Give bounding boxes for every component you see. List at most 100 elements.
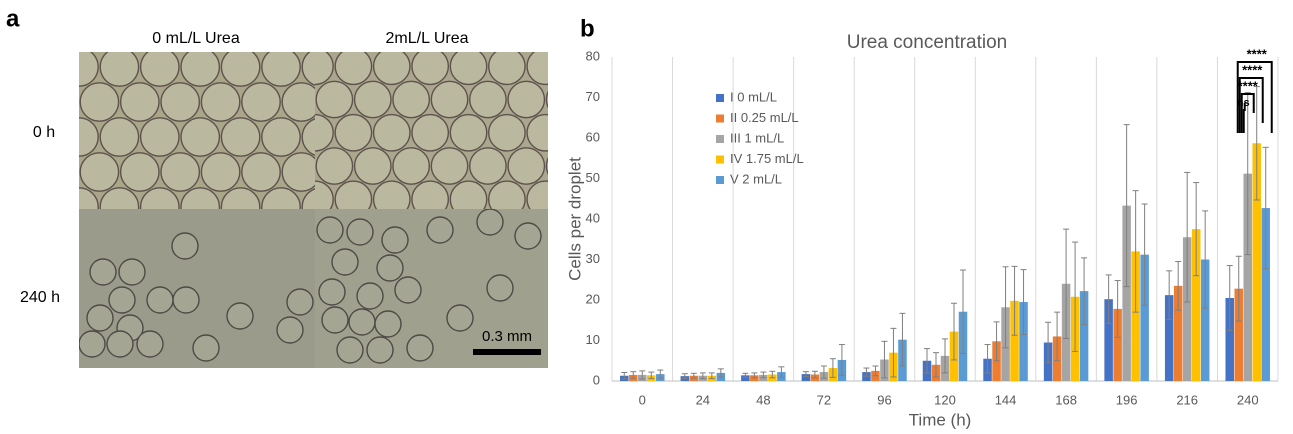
- droplet: [99, 187, 140, 209]
- droplet: [545, 157, 548, 175]
- droplet: [79, 117, 99, 157]
- row-label: 0 h: [33, 124, 55, 141]
- droplet: [430, 80, 469, 119]
- droplet: [119, 152, 160, 192]
- droplet: [40, 13, 78, 51]
- error-bar: [769, 370, 776, 379]
- x-tick-label: 144: [995, 392, 1017, 407]
- x-tick-label: 240: [1237, 392, 1259, 407]
- x-tick-label: 196: [1116, 392, 1138, 407]
- bar: [1225, 297, 1234, 381]
- legend-swatch: [716, 155, 724, 164]
- droplet: [449, 52, 488, 86]
- error-bar: [984, 344, 991, 374]
- error-bar: [1202, 210, 1209, 309]
- droplet: [315, 52, 334, 86]
- error-bar: [717, 368, 724, 378]
- droplet: [286, 288, 314, 316]
- significance-bracket: [1236, 61, 1273, 133]
- bar: [1252, 143, 1261, 381]
- droplet-group: [79, 232, 314, 362]
- droplet: [381, 226, 409, 254]
- droplet: [526, 52, 548, 86]
- droplet: [426, 216, 454, 244]
- droplet: [261, 117, 301, 157]
- droplet: [406, 334, 434, 362]
- droplet: [139, 52, 180, 87]
- bar: [1113, 308, 1122, 381]
- droplet: [172, 286, 200, 314]
- droplet: [241, 82, 281, 122]
- bar: [1173, 285, 1183, 381]
- droplet: [476, 209, 504, 236]
- significance-bracket: [1242, 103, 1246, 133]
- error-bar: [1123, 124, 1130, 288]
- droplet: [180, 187, 221, 209]
- droplet: [546, 15, 582, 51]
- droplet: [486, 274, 514, 302]
- bar: [1234, 288, 1243, 381]
- error-bar: [1244, 92, 1251, 256]
- legend-label: V 2 mL/L: [730, 171, 782, 186]
- droplet: [220, 52, 261, 87]
- droplet: [315, 147, 354, 185]
- droplet: [446, 304, 474, 332]
- x-tick-label: 72: [817, 392, 831, 407]
- error-bar: [751, 372, 758, 379]
- error-bar: [1114, 280, 1121, 338]
- droplet: [487, 113, 526, 152]
- droplet: [171, 232, 199, 260]
- error-bar: [621, 371, 628, 380]
- error-bar: [1141, 203, 1148, 306]
- bar: [1261, 208, 1270, 381]
- error-bar: [630, 371, 637, 379]
- droplet: [315, 80, 354, 119]
- error-bar: [1175, 261, 1182, 311]
- row-label: 240 h: [20, 289, 60, 306]
- droplet: [160, 82, 201, 122]
- droplet: [180, 52, 221, 87]
- droplet: [449, 113, 488, 152]
- error-bar: [1045, 321, 1052, 364]
- bar: [1104, 299, 1113, 381]
- bar: [1182, 237, 1192, 381]
- error-bar: [648, 371, 655, 380]
- droplet: [79, 82, 120, 122]
- droplet: [411, 180, 450, 209]
- scale-bar: [473, 349, 541, 355]
- droplet: [411, 52, 450, 86]
- droplet: [353, 147, 392, 185]
- droplet: [40, 83, 78, 121]
- droplet: [488, 180, 526, 209]
- error-bar: [1184, 171, 1191, 303]
- x-tick-label: 96: [877, 392, 891, 407]
- droplet: [318, 278, 346, 306]
- bar: [1019, 302, 1028, 381]
- droplet: [220, 187, 261, 209]
- droplet: [356, 282, 384, 310]
- significance-label: ****: [1238, 78, 1259, 93]
- droplet: [334, 113, 373, 152]
- droplet: [301, 52, 315, 86]
- droplet: [394, 276, 422, 304]
- droplet: [392, 80, 431, 119]
- bar: [1010, 300, 1019, 381]
- droplet: [136, 330, 164, 358]
- scale-bar-label: 0.3 mm: [482, 328, 532, 345]
- y-tick-label: 50: [586, 170, 600, 185]
- error-bar: [1063, 228, 1070, 339]
- legend-swatch: [716, 135, 724, 143]
- droplet: [488, 52, 526, 86]
- bar: [1122, 205, 1131, 381]
- x-tick-label: 216: [1176, 392, 1198, 407]
- bar: [1200, 259, 1210, 381]
- droplet: [261, 187, 301, 209]
- droplet: [468, 147, 507, 185]
- droplet: [348, 308, 376, 336]
- droplet: [411, 113, 450, 152]
- error-bar: [820, 365, 827, 379]
- error-bar: [1020, 269, 1027, 335]
- droplet: [430, 147, 469, 185]
- error-bar: [802, 371, 809, 378]
- droplet: [514, 222, 542, 250]
